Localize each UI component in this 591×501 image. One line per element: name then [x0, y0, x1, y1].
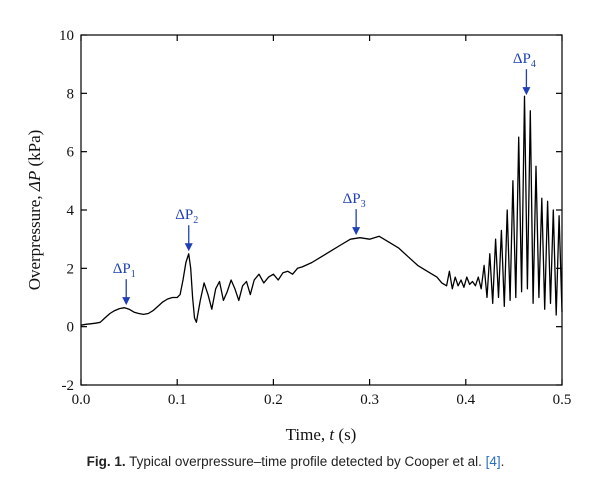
y-tick-label: 0 [67, 320, 75, 336]
y-tick-label: 4 [67, 203, 75, 219]
x-axis-ticks: 0.0 0.1 0.2 0.3 0.4 0.5 [72, 35, 572, 408]
x-tick-label: 0.4 [456, 392, 475, 408]
y-axis-title: Overpressure, ΔP (kPa) [25, 130, 44, 291]
reference-link[interactable]: [4] [485, 454, 501, 469]
caption-end: . [500, 454, 505, 469]
x-tick-label: 0.2 [264, 392, 283, 408]
annotation-label-3: ΔP3 [343, 191, 366, 210]
y-tick-label: -2 [62, 378, 75, 394]
figure-caption: Fig. 1. Typical overpressure–time profil… [0, 454, 591, 469]
annotation-label-4: ΔP4 [513, 51, 536, 70]
y-tick-label: 2 [67, 261, 75, 277]
x-tick-label: 0.5 [553, 392, 572, 408]
x-axis-title: Time, t (s) [286, 425, 357, 444]
y-axis-ticks: -2 0 2 4 6 8 10 [59, 28, 562, 394]
annotation-label-2: ΔP2 [175, 207, 198, 226]
y-tick-label: 6 [67, 145, 75, 161]
x-tick-label: 0.3 [360, 392, 379, 408]
annotation-arrowhead [352, 227, 361, 236]
y-tick-label: 8 [67, 86, 75, 102]
annotation-arrowhead [184, 243, 193, 252]
figure-label: Fig. 1. [86, 454, 126, 469]
x-tick-label: 0.0 [72, 392, 91, 408]
data-series [80, 95, 563, 326]
annotation-arrowhead [122, 297, 131, 306]
peak-annotations: ΔP1 ΔP2 ΔP3 ΔP4 [113, 51, 536, 306]
plot-frame [80, 34, 563, 386]
annotation-arrowhead [522, 87, 531, 96]
y-tick-label: 10 [59, 28, 74, 44]
overpressure-line [80, 95, 563, 326]
annotation-label-1: ΔP1 [113, 261, 136, 280]
x-tick-label: 0.1 [168, 392, 187, 408]
caption-text: Typical overpressure–time profile detect… [125, 454, 486, 469]
